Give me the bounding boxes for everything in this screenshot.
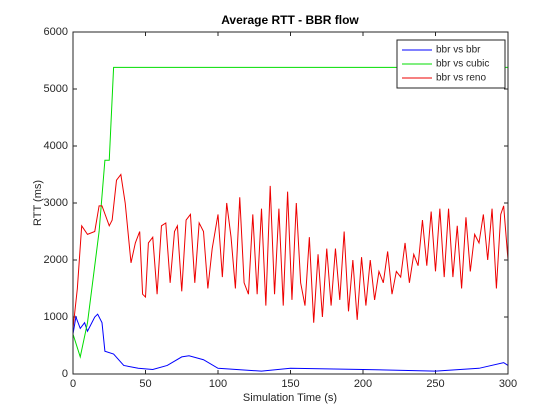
y-tick-label: 0 (62, 368, 68, 380)
series-line (72, 66, 508, 359)
x-tick-label: 300 (499, 378, 517, 390)
y-tick-label: 5000 (44, 83, 68, 95)
legend-box (396, 39, 506, 89)
x-tick-label: 150 (281, 378, 299, 390)
axes-box (72, 31, 509, 375)
chart-title: Average RTT - BBR flow (221, 13, 359, 27)
y-axis-label: RTT (ms) (32, 180, 44, 226)
legend-label: bbr vs cubic (436, 59, 489, 70)
legend-label: bbr vs reno (436, 73, 486, 84)
legend: bbr vs bbr bbr vs cubic bbr vs reno (396, 39, 506, 89)
series-line (72, 173, 509, 329)
y-tick-label: 3000 (44, 197, 68, 209)
series-line (72, 313, 509, 372)
x-tick-label: 200 (354, 378, 372, 390)
y-tick-label: 2000 (44, 254, 68, 266)
y-tick-label: 6000 (44, 26, 68, 38)
x-tick-label: 100 (209, 378, 227, 390)
legend-label: bbr vs bbr (436, 45, 481, 56)
x-tick-label: 50 (139, 378, 151, 390)
x-axis-label: Simulation Time (s) (243, 392, 337, 404)
y-tick-label: 4000 (44, 140, 68, 152)
x-tick-label: 0 (70, 378, 76, 390)
plot-area (73, 32, 508, 374)
y-tick-label: 1000 (44, 311, 68, 323)
x-tick-label: 250 (426, 378, 444, 390)
